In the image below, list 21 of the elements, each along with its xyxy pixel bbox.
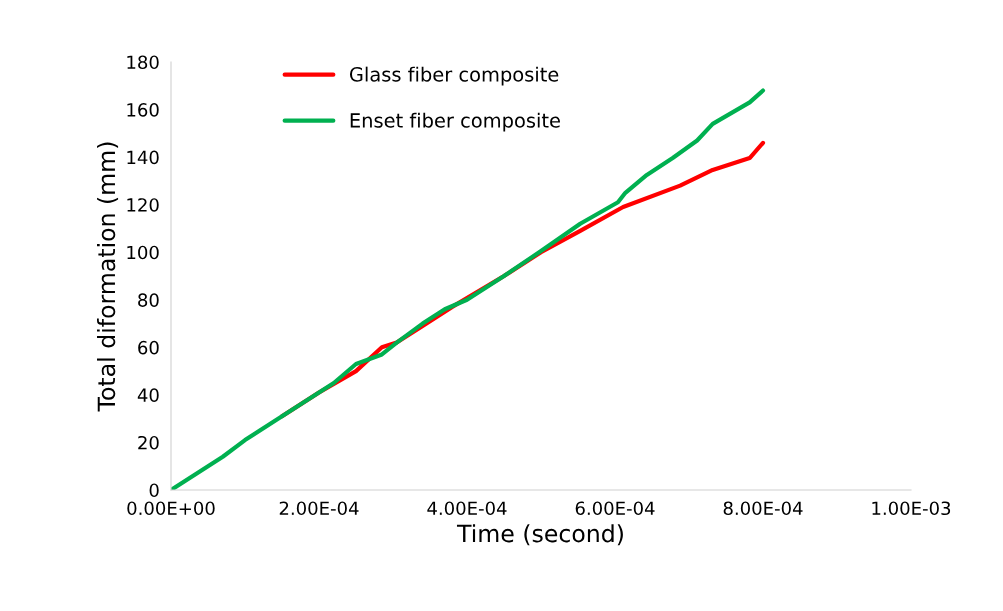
y-tick-label: 20 [138,435,159,450]
y-tick-label: 160 [127,103,159,117]
x-tick-label: 6.00E-04 [575,501,655,516]
x-tick-label: 2.00E-04 [279,501,359,516]
x-tick-label: 8.00E-04 [723,501,803,516]
x-tick-label: 0.00E+00 [127,501,215,516]
x-axis-title: Time (second) [456,524,623,546]
line-series [171,88,766,490]
y-tick-label: 0 [149,483,159,498]
legend-label: Glass fiber composite [349,66,559,86]
y-axis-title: Total diformation (mm) [97,142,119,412]
y-tick-label: 140 [127,150,159,165]
y-tick-label: 120 [127,198,159,212]
y-tick-label: 100 [127,245,159,260]
x-tick-label: 1.00E-03 [872,501,951,516]
legend-label: Enset fiber composite [350,112,560,132]
y-tick-label: 60 [138,340,159,355]
y-tick-label: 180 [127,55,159,70]
y-tick-label: 80 [138,293,159,307]
x-tick-label: 4.00E-04 [427,501,507,516]
y-tick-label: 40 [137,388,159,403]
